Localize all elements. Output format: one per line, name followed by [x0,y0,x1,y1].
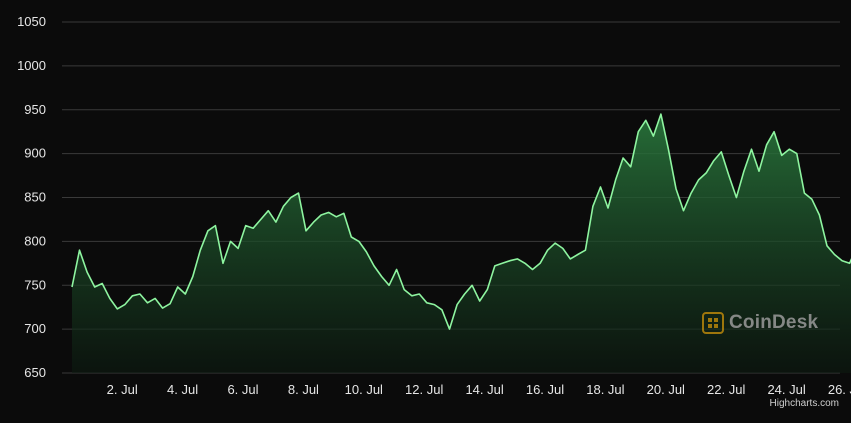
x-tick-label: 12. Jul [405,382,443,397]
coindesk-watermark: CoinDesk [702,312,818,334]
watermark-text: CoinDesk [729,312,819,333]
x-tick-label: 4. Jul [167,382,198,397]
y-tick-label: 1050 [17,14,46,29]
coindesk-logo-icon [702,312,724,334]
x-tick-label: 6. Jul [227,382,258,397]
x-tick-label: 20. Jul [647,382,685,397]
x-axis: 2. Jul 4. Jul 6. Jul 8. Jul 10. Jul 12. Jul 14… [107,382,851,397]
x-tick-label: 2. Jul [107,382,138,397]
price-area [72,114,851,373]
x-tick-label: 22. Jul [707,382,745,397]
y-tick-label: 900 [24,146,46,161]
x-tick-label: 24. Jul [767,382,805,397]
y-tick-label: 850 [24,190,46,205]
series-layer [71,79,851,373]
y-tick-label: 750 [24,277,46,292]
y-tick-label: 650 [24,365,46,380]
x-tick-label: 10. Jul [345,382,383,397]
y-tick-label: 1000 [17,58,46,73]
y-tick-label: 700 [24,321,46,336]
x-tick-label: 26. Jul [828,382,851,397]
y-tick-label: 950 [24,102,46,117]
price-line[interactable] [71,79,851,330]
x-tick-label: 8. Jul [288,382,319,397]
x-tick-label: 16. Jul [526,382,564,397]
highcharts-credit[interactable]: Highcharts.com [769,398,839,409]
x-tick-label: 14. Jul [465,382,503,397]
x-tick-label: 18. Jul [586,382,624,397]
y-axis: 650 700 750 800 850 900 950 1000 1050 [17,14,46,380]
y-tick-label: 800 [24,233,46,248]
